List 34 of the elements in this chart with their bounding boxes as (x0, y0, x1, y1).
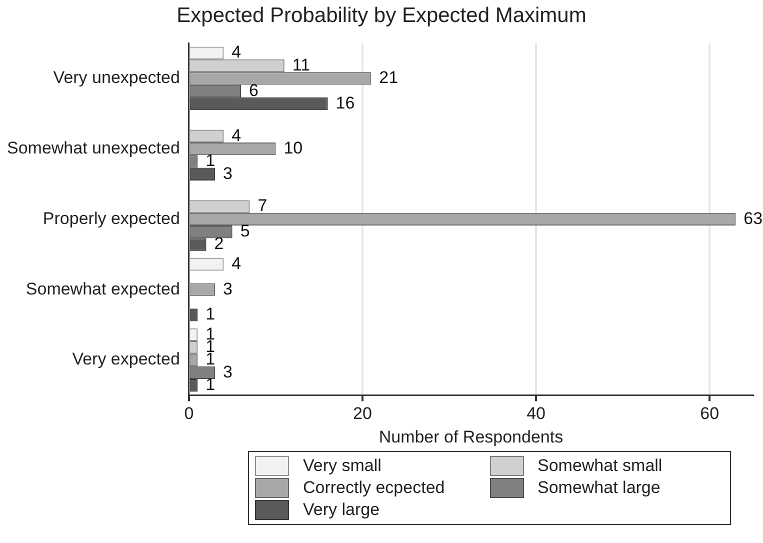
text: Very small (303, 456, 382, 476)
x-tick-label: 40 (526, 404, 546, 424)
x-tick-label: 60 (700, 404, 720, 424)
data-label: 21 (379, 68, 398, 88)
y-tick-label: Somewhat unexpected (6, 138, 180, 158)
data-label: 16 (336, 93, 355, 112)
data-label: 1 (206, 304, 216, 324)
data-label: 4 (232, 254, 242, 273)
x-axis-title: Number of Respondents (378, 427, 564, 446)
legend-label: Very large (303, 500, 380, 520)
data-label: 2 (214, 234, 224, 254)
data-label: 7 (258, 196, 268, 216)
legend-label: Somewhat large (538, 478, 660, 498)
data-label: 1 (206, 151, 216, 170)
legend-label: Correctly ecpected (303, 478, 445, 498)
data-label: 4 (232, 126, 242, 145)
legend-label: Somewhat small (538, 456, 662, 476)
y-tick-label: Very expected (72, 350, 180, 369)
data-label: 3 (222, 279, 232, 298)
data-label: 6 (249, 80, 258, 100)
data-label: 63 (744, 208, 763, 228)
x-tick-label: 0 (184, 404, 194, 424)
data-label: 4 (232, 42, 242, 62)
data-label: 3 (222, 164, 232, 183)
y-tick-label: Properly expected (42, 208, 180, 228)
chart-title: Expected Probability by Expected Maximum (176, 4, 588, 28)
data-label: 3 (222, 362, 232, 382)
x-tick-label: 20 (353, 404, 372, 424)
data-label: 5 (240, 222, 250, 241)
data-label: 1 (206, 375, 216, 394)
data-label: 10 (284, 138, 303, 158)
data-label: 11 (292, 55, 310, 74)
y-tick-label: Very unexpected (53, 68, 180, 88)
y-tick-label: Somewhat expected (26, 279, 180, 298)
